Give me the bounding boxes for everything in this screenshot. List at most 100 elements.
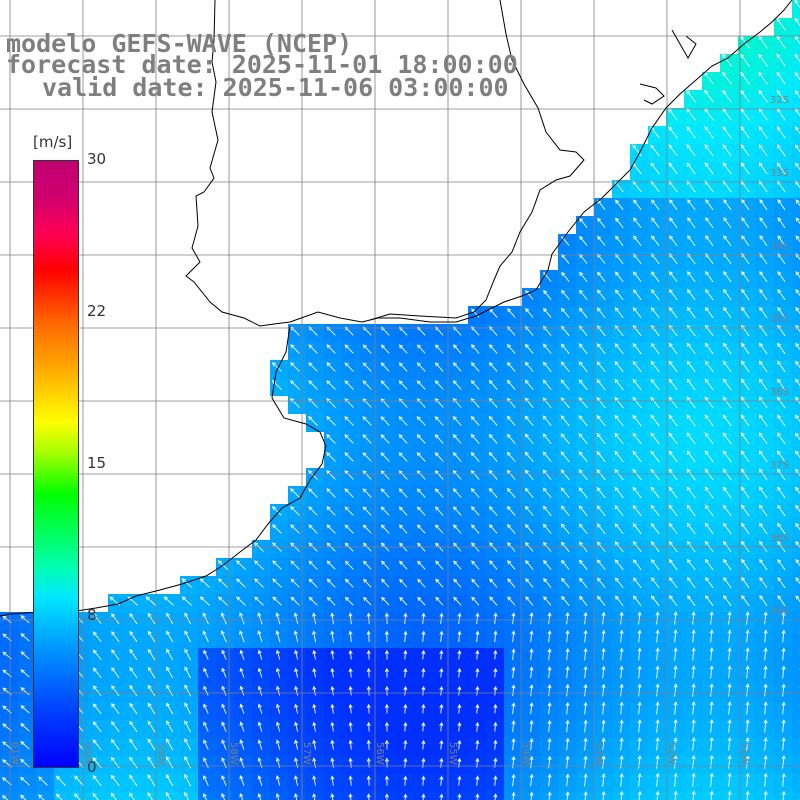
wind-arrow bbox=[326, 452, 336, 462]
lon-label: 53W bbox=[593, 742, 604, 765]
wind-arrow bbox=[199, 596, 210, 606]
wind-arrow bbox=[722, 360, 732, 373]
wind-arrow bbox=[759, 558, 768, 571]
wind-arrow bbox=[362, 380, 372, 390]
wind-arrow bbox=[722, 71, 732, 85]
wind-arrow bbox=[723, 288, 732, 301]
wind-arrow bbox=[221, 721, 227, 732]
wind-cell bbox=[198, 792, 216, 800]
wind-arrow bbox=[439, 612, 444, 625]
wind-cell bbox=[792, 306, 800, 324]
wind-arrow bbox=[709, 719, 714, 733]
wind-arrow bbox=[398, 488, 408, 498]
wind-arrow bbox=[763, 701, 768, 715]
wind-arrow bbox=[184, 648, 191, 661]
wind-arrow bbox=[475, 649, 480, 660]
wind-arrow bbox=[615, 235, 624, 246]
wind-cell bbox=[792, 72, 800, 90]
wind-arrow bbox=[795, 450, 800, 459]
wind-arrow bbox=[741, 199, 750, 211]
wind-arrow bbox=[655, 701, 660, 715]
wind-arrow bbox=[596, 396, 606, 409]
wind-arrow bbox=[506, 361, 516, 372]
wind-arrow bbox=[583, 791, 588, 800]
wind-arrow bbox=[561, 307, 570, 318]
wind-arrow bbox=[763, 683, 768, 697]
wind-arrow bbox=[781, 719, 786, 733]
wind-arrow bbox=[20, 687, 30, 696]
wind-arrow bbox=[704, 162, 714, 175]
wind-arrow bbox=[403, 612, 408, 625]
wind-arrow bbox=[619, 611, 624, 625]
wind-arrow bbox=[686, 558, 696, 571]
wind-arrow bbox=[236, 596, 246, 606]
wind-arrow bbox=[380, 452, 390, 462]
wind-arrow bbox=[547, 773, 552, 787]
wind-arrow bbox=[275, 793, 280, 800]
wind-arrow bbox=[384, 739, 389, 750]
wind-arrow bbox=[687, 235, 696, 247]
wind-arrow bbox=[145, 596, 156, 606]
wind-arrow bbox=[668, 504, 678, 517]
wind-arrow bbox=[524, 397, 534, 408]
wind-arrow bbox=[727, 754, 732, 769]
wind-arrow bbox=[614, 307, 624, 319]
wind-arrow bbox=[637, 665, 642, 679]
wind-arrow bbox=[489, 596, 498, 606]
wind-arrow bbox=[763, 665, 768, 679]
wind-arrow bbox=[727, 736, 732, 751]
wind-arrow bbox=[398, 452, 408, 462]
wind-arrow bbox=[507, 596, 516, 606]
lon-label: 57W bbox=[301, 742, 312, 765]
wind-cell bbox=[792, 54, 800, 72]
wind-arrow bbox=[366, 721, 371, 732]
wind-arrow bbox=[632, 289, 642, 301]
wind-arrow bbox=[614, 450, 624, 463]
wind-arrow bbox=[723, 576, 732, 589]
wind-arrow bbox=[38, 776, 48, 786]
wind-arrow bbox=[203, 703, 209, 714]
wind-arrow bbox=[632, 450, 642, 463]
wind-cell bbox=[792, 180, 800, 198]
wind-arrow bbox=[745, 772, 750, 787]
wind-arrow bbox=[453, 344, 462, 354]
wind-arrow bbox=[511, 612, 516, 625]
wind-arrow bbox=[596, 450, 606, 463]
wind-arrow bbox=[651, 217, 660, 229]
wind-arrow bbox=[596, 523, 606, 535]
wind-arrow bbox=[723, 594, 732, 607]
wind-arrow bbox=[488, 469, 498, 480]
wind-arrow bbox=[366, 667, 371, 678]
wind-arrow bbox=[20, 669, 30, 678]
wind-arrow bbox=[475, 667, 480, 678]
wind-arrow bbox=[614, 504, 624, 517]
wind-arrow bbox=[650, 432, 660, 445]
lat-label: 36S bbox=[770, 387, 790, 398]
wind-arrow bbox=[601, 629, 606, 643]
wind-arrow bbox=[326, 506, 336, 516]
wind-arrow bbox=[439, 667, 444, 678]
wind-arrow bbox=[597, 271, 606, 282]
wind-arrow bbox=[470, 469, 480, 480]
wind-arrow bbox=[344, 362, 354, 372]
wind-arrow bbox=[366, 630, 371, 643]
wind-arrow bbox=[199, 578, 210, 588]
wind-arrow bbox=[763, 719, 768, 733]
wind-arrow bbox=[470, 362, 480, 372]
wind-cell bbox=[792, 126, 800, 144]
wind-arrow bbox=[457, 630, 462, 643]
wind-arrow bbox=[579, 271, 588, 282]
wind-arrow bbox=[619, 755, 624, 769]
wind-arrow bbox=[452, 362, 462, 372]
wind-arrow bbox=[633, 235, 642, 247]
wind-cell bbox=[684, 792, 702, 800]
wind-arrow bbox=[542, 397, 552, 409]
wind-arrow bbox=[403, 721, 408, 732]
wind-arrow bbox=[776, 53, 786, 67]
wind-arrow bbox=[362, 524, 372, 534]
wind-arrow bbox=[184, 738, 192, 751]
wind-arrow bbox=[668, 342, 678, 355]
wind-arrow bbox=[543, 307, 552, 318]
wind-arrow bbox=[560, 343, 570, 354]
wind-arrow bbox=[524, 451, 534, 462]
